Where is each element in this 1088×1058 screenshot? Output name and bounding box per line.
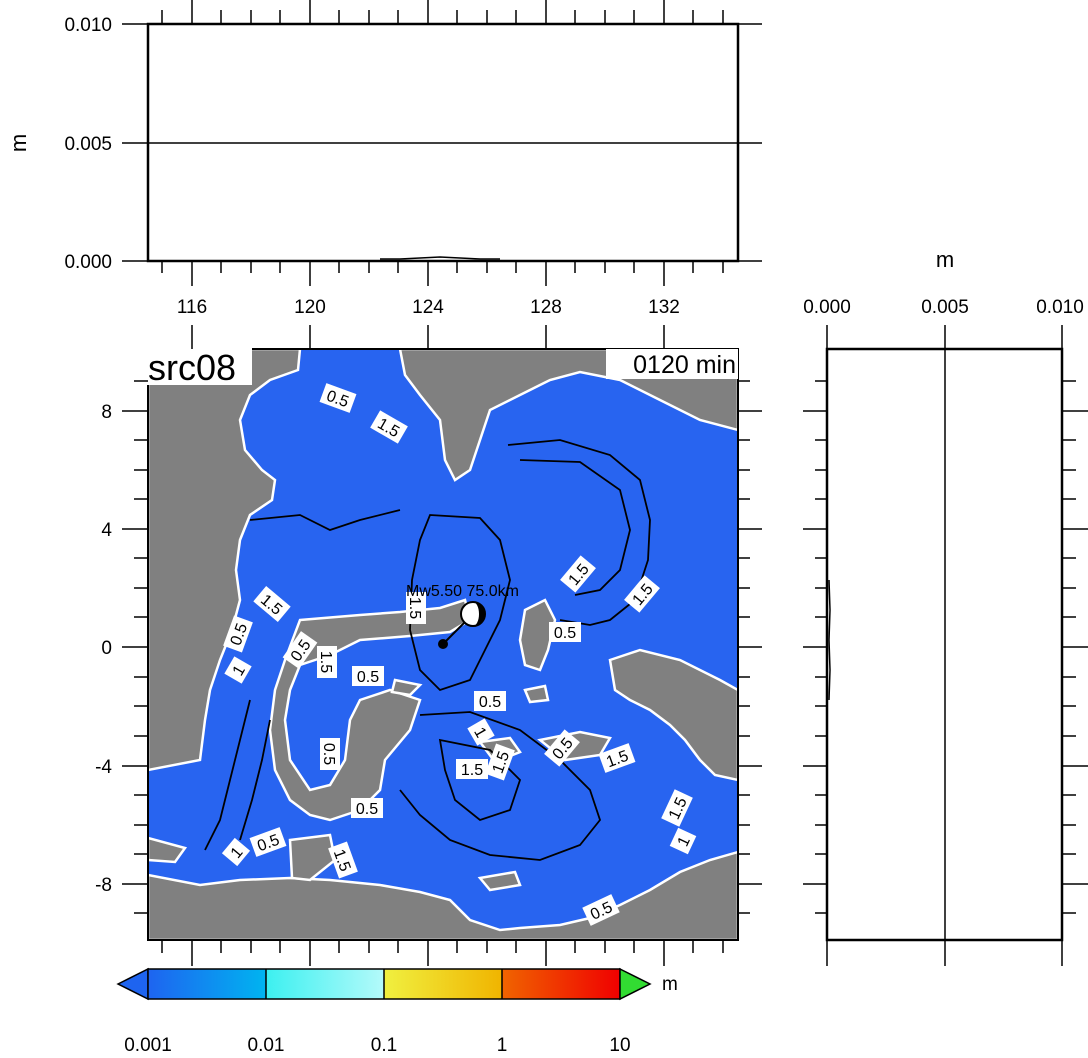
- borneo-land: [148, 349, 302, 772]
- top-y-axis-label: m: [6, 134, 31, 152]
- contour-east-1: [507, 439, 651, 626]
- top-profile-trace: [380, 256, 500, 260]
- top-profile-panel: 0.010 0.005 0.000 m: [6, 0, 762, 318]
- colorbar-tick-0: 0.001: [124, 1035, 172, 1056]
- contour-inner: [409, 514, 511, 692]
- philippines-land: [398, 349, 738, 482]
- right-x-tick-mid: 0.005: [921, 297, 969, 318]
- right-profile-trace: [828, 579, 831, 701]
- x-tick-116: 116: [177, 297, 207, 318]
- contour-label-0-5-i: 0.5: [356, 801, 378, 818]
- x-tick-124: 124: [412, 297, 444, 318]
- contour-west-2: [239, 719, 271, 841]
- colorbar-tick-2: 0.1: [371, 1035, 397, 1056]
- map-panel: 0.5 1.5 1.5 1.5 1.5: [95, 325, 762, 966]
- colorbar-segment-1: [148, 969, 266, 999]
- epicenter-dot: [438, 639, 448, 649]
- right-y-ticks: [803, 380, 1088, 914]
- time-box: [606, 349, 738, 379]
- tsunami-contours: [204, 439, 651, 861]
- colorbar-tick-1: 0.01: [248, 1035, 285, 1056]
- map-x-ticks: [161, 325, 724, 966]
- contour-label-0-5-j: 0.5: [255, 832, 282, 856]
- map-y-tick-8: 8: [101, 402, 112, 423]
- colorbar-segment-4: [502, 969, 620, 999]
- contour-label-1-5-g: 1.5: [461, 762, 483, 779]
- flores-land: [288, 833, 337, 882]
- contour-banda: [399, 711, 602, 861]
- islet-b: [523, 684, 550, 704]
- contour-label-0-5-b: 0.5: [228, 621, 252, 648]
- contour-label-1-5-j: 1.5: [330, 847, 354, 874]
- map-y-tick-4: 4: [101, 520, 112, 541]
- contour-label-0-5-e: 0.5: [554, 625, 576, 642]
- java-tip-land: [148, 836, 188, 864]
- x-tick-128: 128: [530, 297, 562, 318]
- contour-label-0-5-a: 0.5: [324, 388, 351, 412]
- epicenter-marker: Mw5.50 75.0km: [406, 583, 519, 649]
- colorbar-under-triangle: [116, 967, 149, 1001]
- map-y-tick-neg4: -4: [95, 757, 112, 778]
- islet-a: [390, 678, 423, 697]
- colorbar-over-triangle: [619, 967, 652, 1001]
- x-tick-120: 120: [294, 297, 326, 318]
- colorbar-unit: m: [662, 974, 678, 995]
- title-box: [146, 347, 252, 385]
- right-x-tick-min: 0.000: [803, 297, 851, 318]
- colorbar-tick-3: 1: [497, 1035, 508, 1056]
- halmahera-land: [518, 598, 557, 672]
- colorbar: m 0.001 0.01 0.1 1 10: [116, 967, 678, 1056]
- map-y-tick-0: 0: [101, 638, 112, 659]
- top-y-tick-min: 0.000: [64, 252, 112, 273]
- top-y-tick-mid: 0.005: [64, 134, 112, 155]
- colorbar-segment-2: [266, 969, 384, 999]
- contour-label-0-5-f: 0.5: [479, 694, 501, 711]
- contour-label-1-5-e: 1.5: [317, 651, 334, 673]
- contour-label-1-5-f: 1.5: [406, 597, 423, 619]
- map-y-ticks: [122, 380, 762, 914]
- right-x-axis-label: m: [936, 247, 954, 272]
- contour-label-0-5-d: 0.5: [357, 669, 379, 686]
- contour-label-0-5-h: 0.5: [320, 743, 337, 765]
- new-guinea-land: [608, 648, 738, 782]
- contour-label-1-5-h: 1.5: [490, 749, 514, 776]
- x-tick-132: 132: [648, 297, 680, 318]
- top-x-ticks: [161, 0, 724, 286]
- contour-celebes: [249, 509, 401, 531]
- contour-label-1-5-i: 1.5: [604, 748, 631, 772]
- right-profile-panel: 0.000 0.005 0.010 m: [803, 247, 1088, 966]
- colorbar-tick-4: 10: [609, 1035, 630, 1056]
- epicenter-label: Mw5.50 75.0km: [406, 583, 519, 600]
- elapsed-time: 0120 min: [633, 351, 736, 379]
- right-x-tick-max: 0.010: [1036, 297, 1084, 318]
- colorbar-segment-3: [384, 969, 502, 999]
- map-y-tick-neg8: -8: [95, 875, 112, 896]
- contour-west-1: [204, 699, 251, 851]
- contour-east-2: [519, 459, 631, 596]
- map-frame: [147, 348, 739, 941]
- top-y-tick-max: 0.010: [64, 15, 112, 36]
- source-title: src08: [148, 347, 236, 388]
- islet-c: [477, 870, 522, 892]
